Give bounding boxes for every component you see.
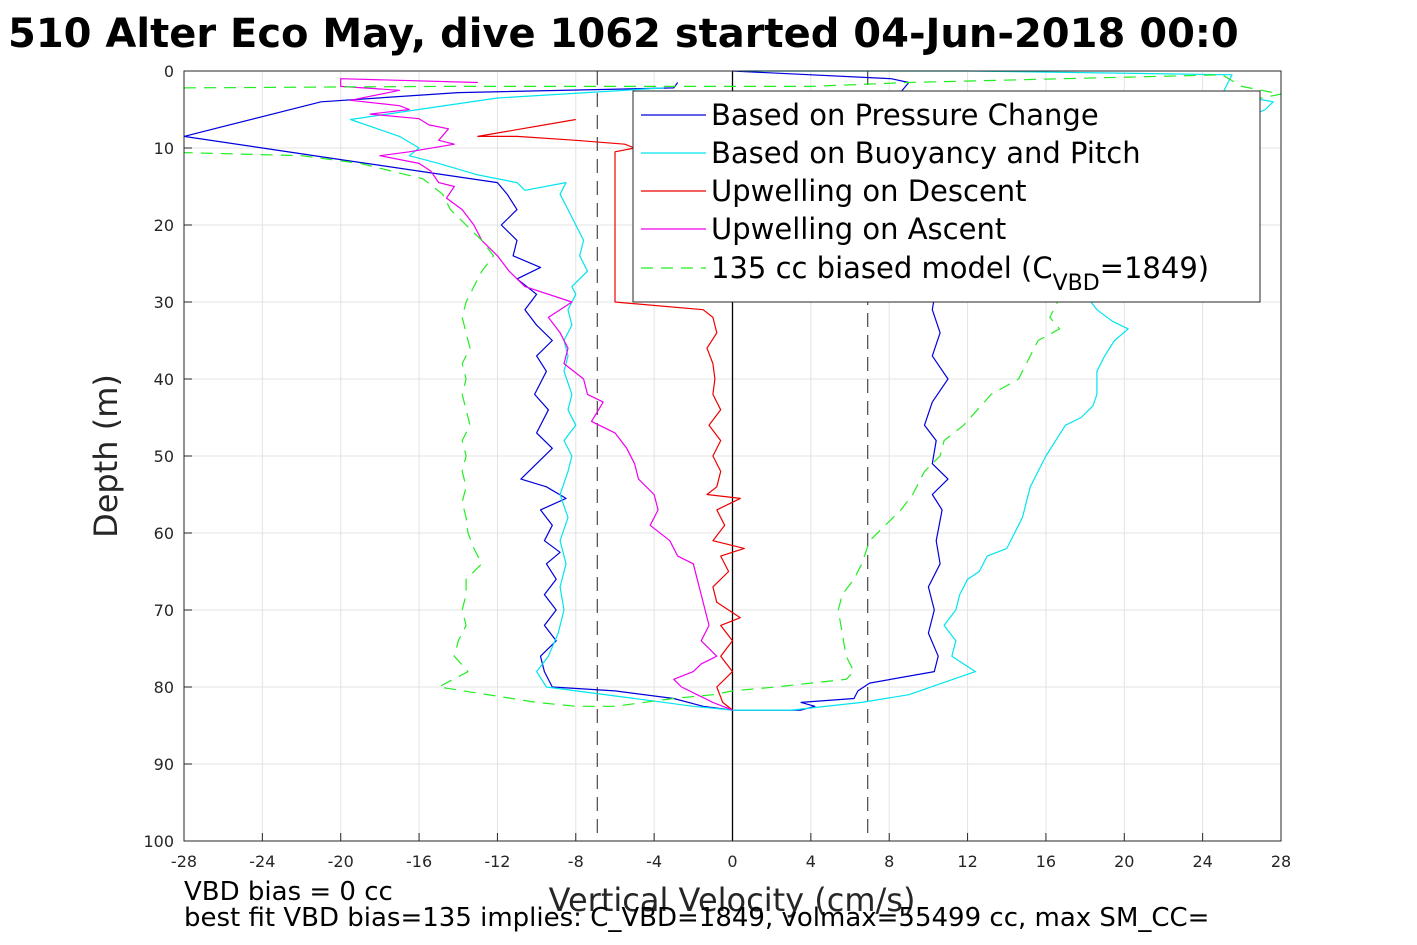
x-tick-label: 16	[1036, 852, 1056, 871]
legend-box	[632, 90, 1261, 303]
x-tick-label: -8	[568, 852, 584, 871]
x-tick-label: -28	[171, 852, 197, 871]
x-tick-label: -20	[328, 852, 354, 871]
best-fit-note: best fit VBD bias=135 implies: C_VBD=184…	[184, 903, 1210, 933]
y-tick-label: 30	[154, 293, 174, 312]
y-tick-label: 90	[154, 755, 174, 774]
x-tick-label: 0	[727, 852, 737, 871]
series-line-descent	[477, 118, 745, 711]
legend-label-ascent: Upwelling on Ascent	[711, 212, 1006, 246]
plot-frame	[183, 70, 1282, 842]
y-tick-label: 70	[154, 601, 174, 620]
legend-label-buoyancy: Based on Buoyancy and Pitch	[711, 136, 1141, 170]
y-tick-label: 10	[154, 139, 174, 158]
x-tick-label: 28	[1271, 852, 1291, 871]
y-tick-label: 60	[154, 524, 174, 543]
y-tick-label: 0	[164, 62, 174, 81]
series-line-ascent	[340, 78, 733, 711]
x-tick-label: -24	[249, 852, 275, 871]
legend-label-biased-main: 135 cc biased model (C	[711, 251, 1053, 285]
legend-label-descent: Upwelling on Descent	[711, 174, 1027, 208]
chart-title: 510 Alter Eco May, dive 1062 started 04-…	[8, 11, 1239, 57]
x-tick-label: 24	[1192, 852, 1212, 871]
x-tick-labels: -28 -24 -20 -16 -12 -8 -4 0 4 8 12 16 20 24 28	[171, 852, 1291, 871]
x-tick-label: -4	[646, 852, 662, 871]
legend-label-biased-end: =1849)	[1100, 251, 1209, 285]
y-tick-label: 20	[154, 216, 174, 235]
legend-label-pressure: Based on Pressure Change	[711, 98, 1099, 132]
y-tick-labels: 0 10 20 30 40 50 60 70 80 90 100	[143, 62, 174, 851]
y-tick-label: 50	[154, 447, 174, 466]
x-tick-label: 12	[957, 852, 977, 871]
legend-label-biased-subscript: VBD	[1053, 271, 1100, 296]
legend: Based on Pressure Change Based on Buoyan…	[632, 90, 1261, 303]
y-tick-label: 40	[154, 370, 174, 389]
y-tick-label: 80	[154, 678, 174, 697]
x-axis-label: Vertical Velocity (cm/s)	[549, 881, 916, 919]
legend-label-biased: 135 cc biased model (CVBD=1849)	[711, 251, 1209, 296]
x-tick-label: 4	[806, 852, 816, 871]
x-tick-label: 8	[884, 852, 894, 871]
vbd-bias-note: VBD bias = 0 cc	[184, 877, 393, 907]
series-line-pressure	[183, 70, 949, 711]
x-tick-label: 20	[1114, 852, 1134, 871]
y-axis-label: Depth (m)	[87, 374, 125, 538]
x-tick-label: -12	[484, 852, 510, 871]
y-tick-label: 100	[143, 832, 174, 851]
x-tick-label: -16	[406, 852, 432, 871]
